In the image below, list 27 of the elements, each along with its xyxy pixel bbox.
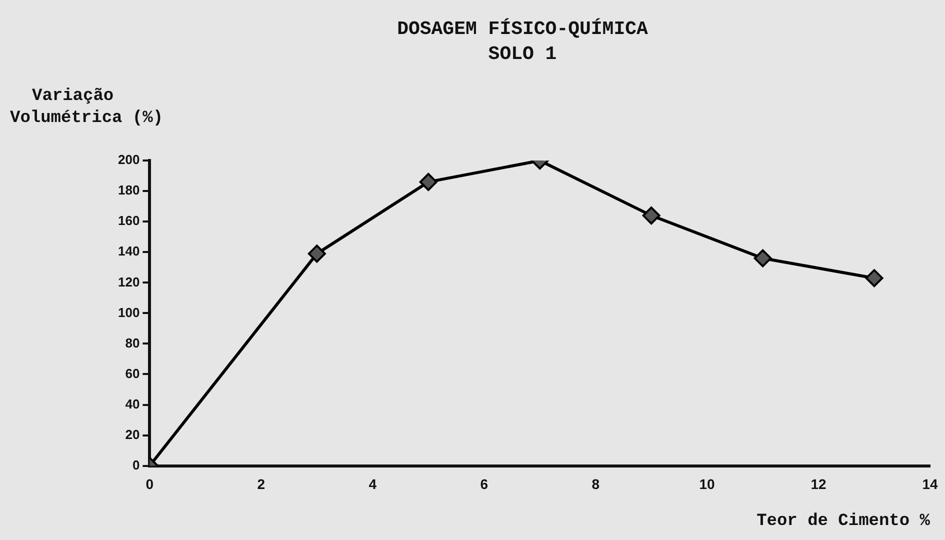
x-tick-label: 0 xyxy=(146,476,154,492)
y-tick-label: 80 xyxy=(125,335,140,350)
y-tick-label: 160 xyxy=(118,213,140,228)
x-tick-label: 10 xyxy=(699,476,716,492)
y-tick-label: 140 xyxy=(118,244,140,259)
x-tick-label: 12 xyxy=(810,476,827,492)
y-tick-label: 40 xyxy=(125,396,140,412)
y-tick-label: 100 xyxy=(118,304,140,320)
point xyxy=(865,269,884,288)
y-tick-label: 0 xyxy=(132,457,140,472)
y-tick-label: 60 xyxy=(125,366,140,381)
y-axis-title: Variação Volumétrica (%) xyxy=(10,87,164,128)
x-axis-title: Teor de Cimento % xyxy=(756,512,931,532)
y-tick-label: 20 xyxy=(125,426,140,442)
point xyxy=(308,244,326,263)
x-tick-label: 8 xyxy=(592,476,600,492)
y-tick-label: 120 xyxy=(118,274,140,290)
chart-title: DOSAGEM FÍSICO-QUÍMICA xyxy=(397,18,649,40)
x-tick-label: 6 xyxy=(480,476,488,492)
y-tick-label: 180 xyxy=(118,182,140,198)
chart-subtitle: SOLO 1 xyxy=(488,42,557,65)
x-tick-label: 2 xyxy=(257,476,266,492)
x-tick-label: 4 xyxy=(368,476,377,492)
point xyxy=(754,249,772,268)
y-tick-label: 200 xyxy=(118,152,140,168)
point xyxy=(642,206,660,225)
x-tick-label: 14 xyxy=(922,476,938,492)
